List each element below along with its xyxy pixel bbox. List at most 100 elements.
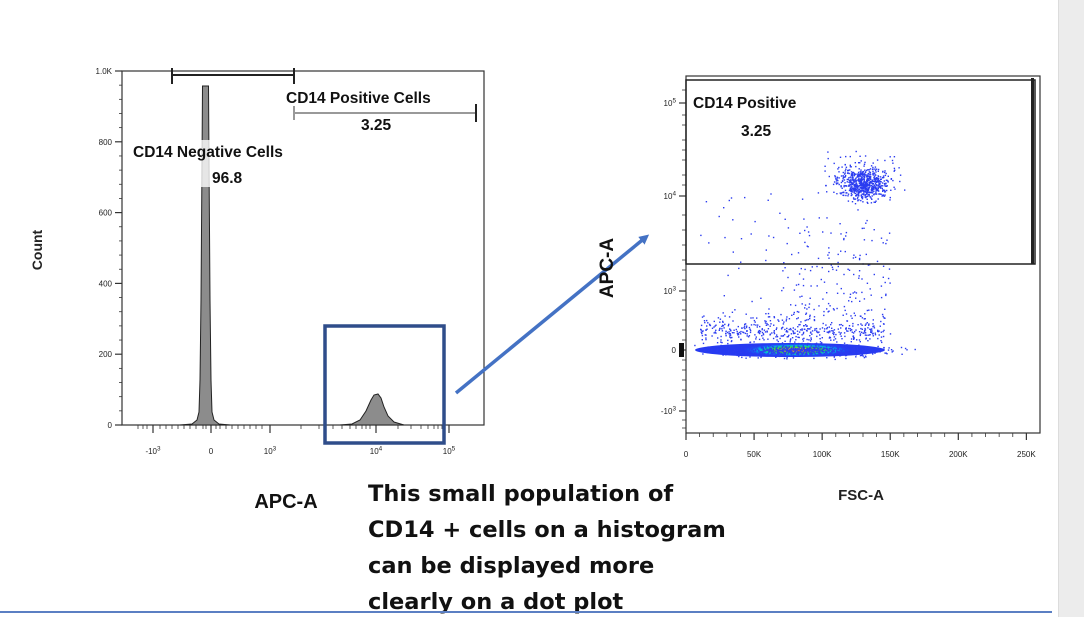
dot-event bbox=[842, 178, 844, 180]
dot-event bbox=[866, 195, 869, 198]
dot-event bbox=[790, 333, 793, 335]
dot-event bbox=[868, 177, 870, 180]
dot-event bbox=[874, 334, 877, 336]
dot-event bbox=[812, 349, 815, 351]
dot-event bbox=[858, 270, 861, 272]
dot-event bbox=[761, 347, 763, 349]
dot-event bbox=[884, 159, 886, 162]
dot-event bbox=[825, 350, 827, 352]
dot-event bbox=[755, 336, 757, 338]
dot-event bbox=[882, 177, 884, 179]
dot-event bbox=[768, 308, 770, 310]
scrollbar[interactable] bbox=[1058, 0, 1084, 617]
dot-event bbox=[866, 174, 868, 176]
dot-event bbox=[755, 349, 757, 351]
dot-event bbox=[826, 326, 829, 329]
dot-event bbox=[820, 343, 822, 345]
dot-event bbox=[872, 325, 874, 328]
dot-event bbox=[794, 328, 796, 331]
dot-event bbox=[755, 350, 757, 352]
dot-event bbox=[865, 194, 867, 196]
dot-event bbox=[828, 330, 830, 333]
dot-event bbox=[728, 351, 730, 353]
dot-event bbox=[855, 177, 857, 179]
dot-event bbox=[802, 338, 804, 340]
dot-event bbox=[814, 329, 816, 332]
dot-event bbox=[852, 257, 855, 259]
dot-event bbox=[791, 337, 794, 339]
dot-event bbox=[848, 184, 850, 186]
dot-event bbox=[794, 348, 796, 350]
dot-event bbox=[864, 184, 867, 187]
dot-event bbox=[748, 335, 751, 337]
dot-event bbox=[737, 334, 739, 336]
dot-event bbox=[753, 347, 755, 349]
dot-event bbox=[861, 324, 863, 326]
dot-event bbox=[899, 180, 901, 183]
dot-event bbox=[859, 349, 861, 352]
dot-event bbox=[856, 176, 858, 178]
dot-event bbox=[808, 351, 811, 353]
dot-event bbox=[773, 316, 776, 319]
dot-event bbox=[776, 346, 778, 348]
dot-event bbox=[856, 185, 858, 188]
dot-event bbox=[840, 335, 842, 337]
dot-event bbox=[837, 328, 839, 330]
dot-event bbox=[866, 179, 869, 181]
dot-event bbox=[766, 330, 768, 332]
dot-event bbox=[826, 348, 828, 350]
dot-event bbox=[836, 347, 839, 349]
dot-event bbox=[858, 180, 860, 183]
dot-event bbox=[855, 150, 857, 153]
dot-event bbox=[732, 251, 734, 253]
dot-event bbox=[754, 344, 756, 347]
dot-event bbox=[865, 352, 867, 355]
dot-event bbox=[737, 333, 740, 336]
dot-event bbox=[843, 349, 846, 351]
dot-event bbox=[703, 320, 706, 322]
dot-event bbox=[850, 181, 853, 183]
dot-event bbox=[835, 353, 837, 355]
dot-event bbox=[835, 182, 838, 184]
dot-event bbox=[799, 323, 801, 326]
dot-event bbox=[854, 189, 856, 191]
dot-event bbox=[858, 275, 860, 277]
dot-event bbox=[753, 349, 755, 352]
dot-event bbox=[720, 341, 722, 343]
dot-event bbox=[806, 338, 808, 341]
dot-event bbox=[874, 169, 877, 172]
dot-event bbox=[835, 180, 838, 182]
dot-event bbox=[870, 347, 872, 350]
dot-event bbox=[865, 183, 867, 186]
dot-plot-x-tick-label: 150K bbox=[881, 450, 900, 459]
dot-event bbox=[848, 327, 850, 330]
dot-event bbox=[865, 222, 867, 224]
dot-event bbox=[754, 354, 756, 356]
dot-event bbox=[736, 330, 738, 333]
dot-event bbox=[796, 310, 799, 313]
dot-event bbox=[763, 339, 765, 341]
dot-event bbox=[810, 338, 812, 341]
dot-event bbox=[722, 324, 724, 326]
dot-event bbox=[866, 334, 868, 336]
dot-event bbox=[740, 330, 742, 333]
dot-event bbox=[838, 183, 840, 186]
dot-event bbox=[849, 155, 851, 158]
dot-event bbox=[826, 308, 828, 310]
dot-event bbox=[863, 181, 865, 183]
dot-event bbox=[826, 331, 828, 333]
dot-event bbox=[816, 265, 818, 268]
dot-event bbox=[706, 319, 708, 322]
dot-event bbox=[792, 327, 794, 329]
dot-event bbox=[870, 331, 872, 333]
dot-event bbox=[822, 353, 824, 356]
dot-event bbox=[764, 320, 766, 322]
dot-event bbox=[826, 351, 828, 353]
dot-event bbox=[772, 337, 775, 340]
dot-event bbox=[888, 232, 891, 234]
dot-event bbox=[761, 335, 763, 337]
dot-event bbox=[863, 191, 865, 193]
dot-event bbox=[813, 349, 816, 352]
